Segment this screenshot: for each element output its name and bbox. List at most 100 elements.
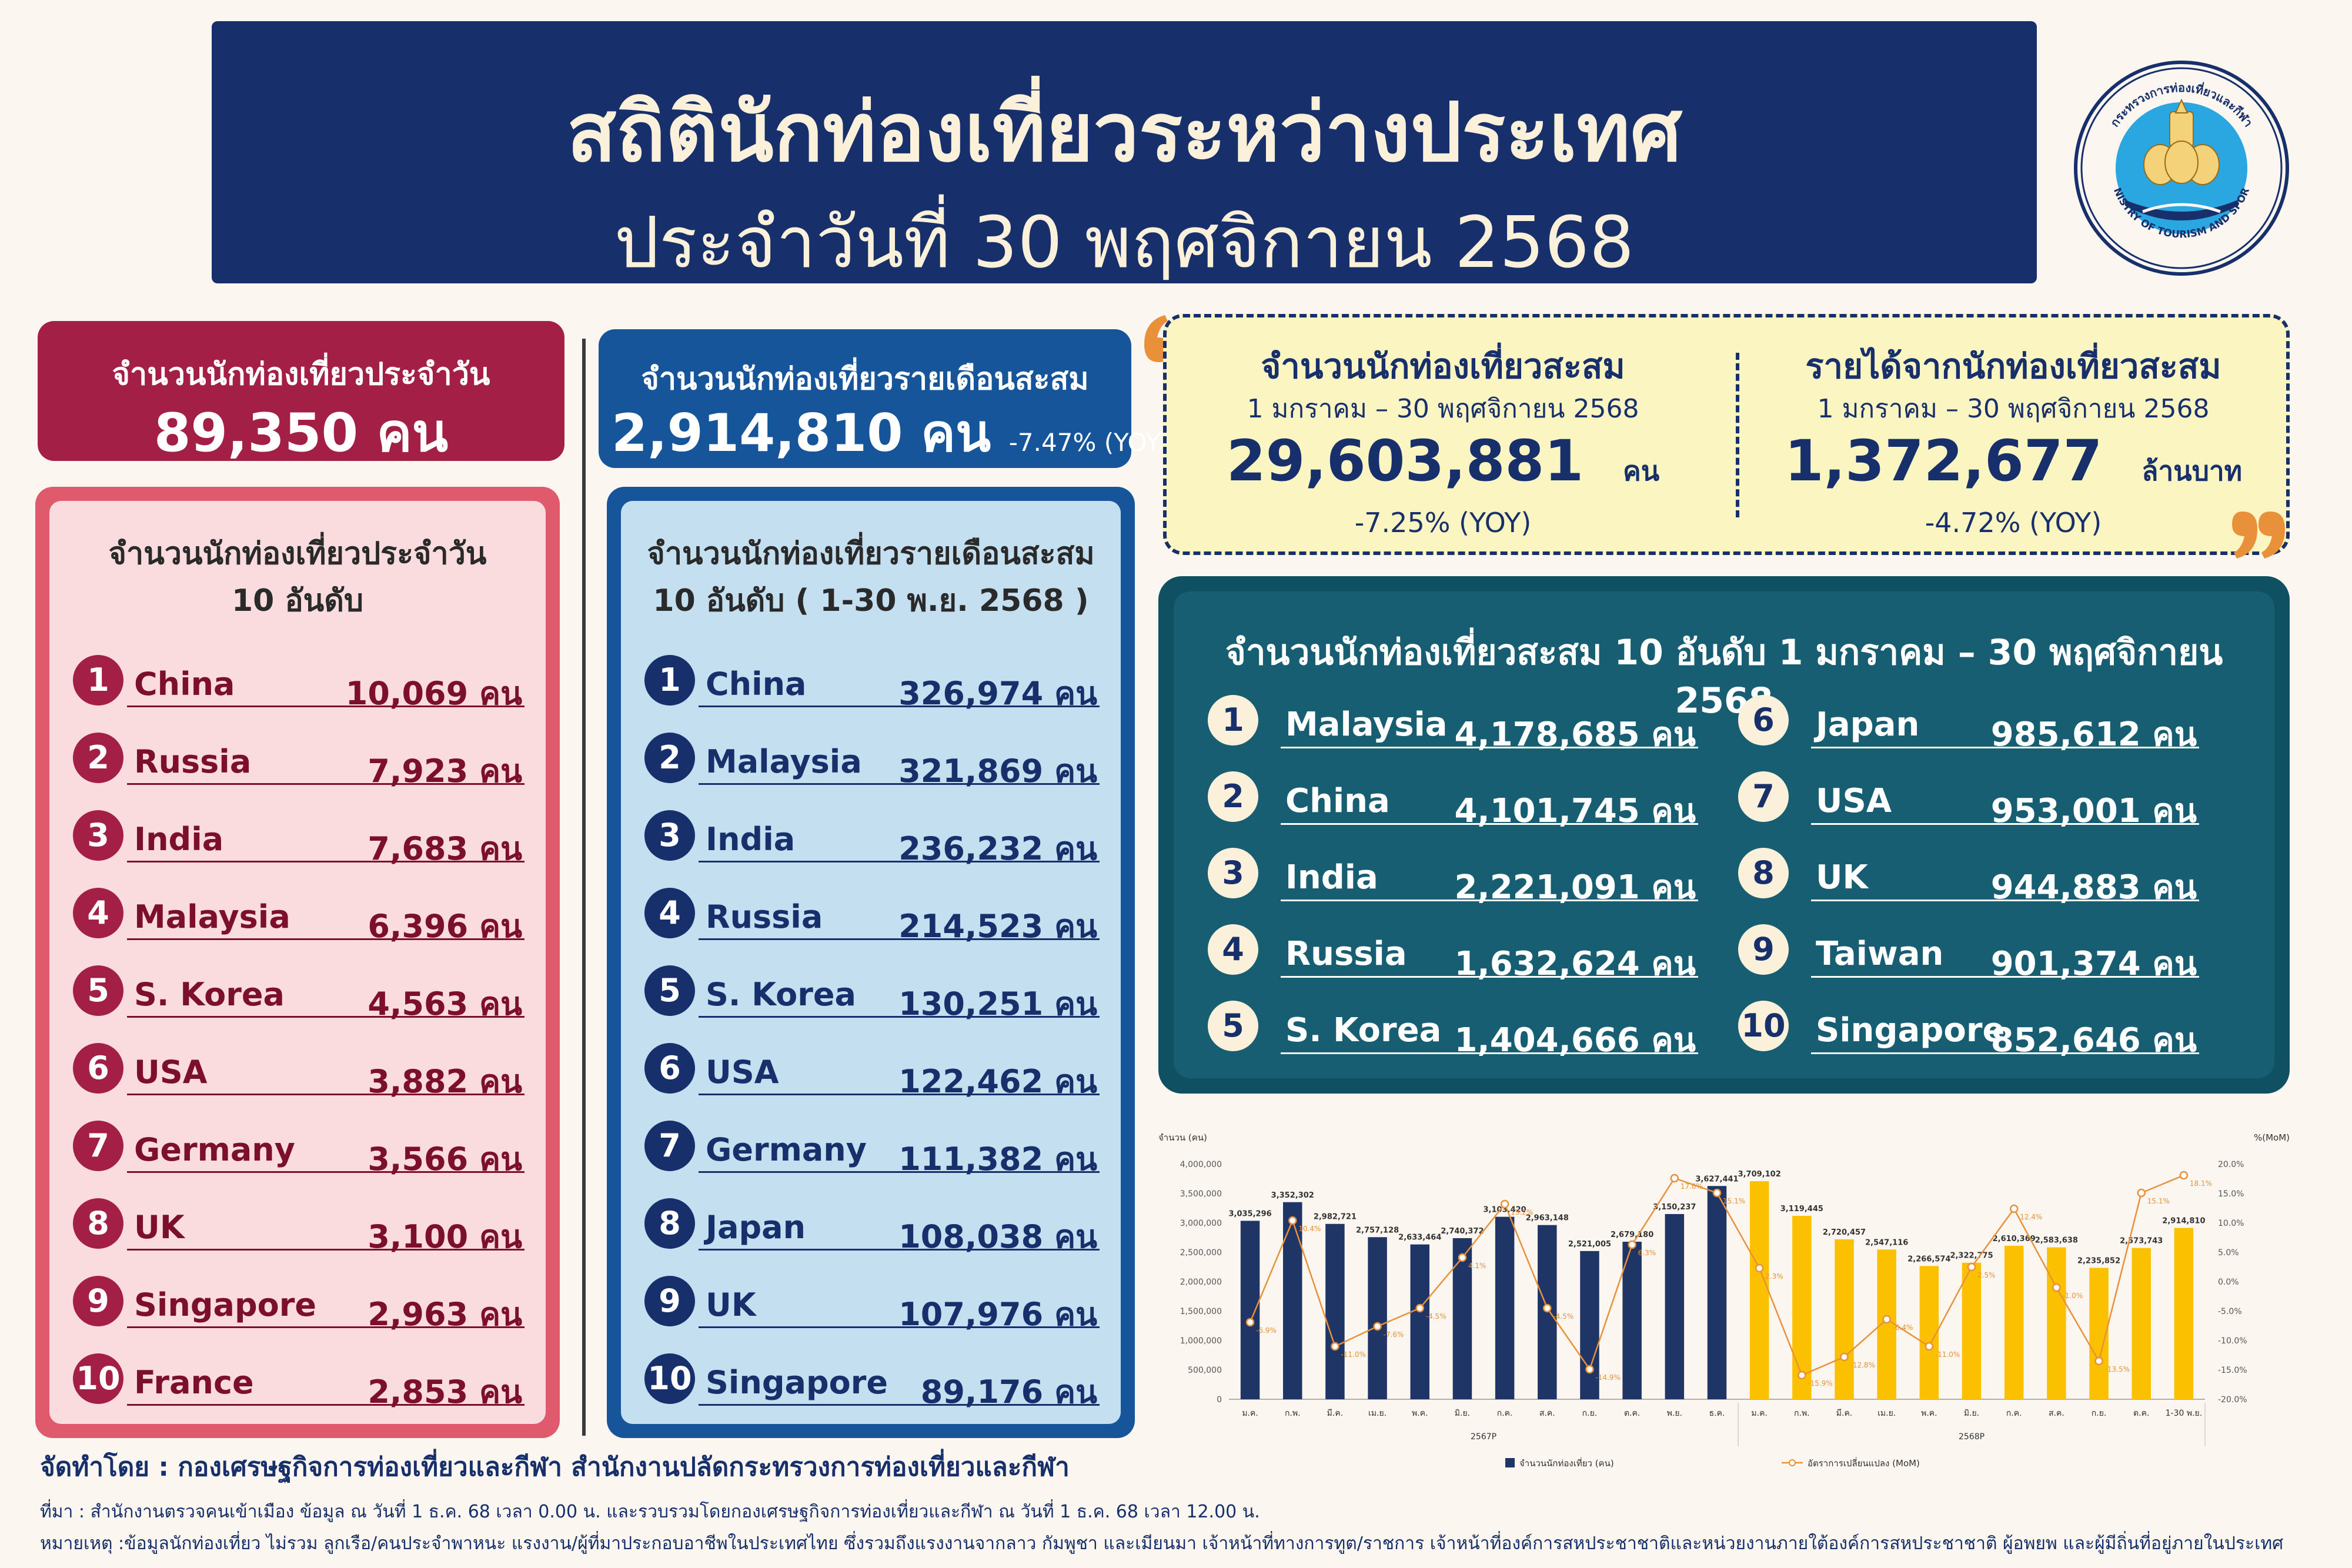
monthly-top-row: 5 S. Korea 130,251 คน xyxy=(644,965,1100,1022)
country-name: Singapore xyxy=(1816,1011,2005,1049)
cumulative-revenue-yoy: -4.72% (YOY) xyxy=(1925,507,2102,539)
mom-point-19 xyxy=(2052,1283,2061,1292)
daily-top-row: 7 Germany 3,566 คน xyxy=(73,1121,524,1178)
row-underline xyxy=(699,938,1100,940)
bar-2 xyxy=(1325,1223,1345,1399)
row-underline xyxy=(699,1249,1100,1251)
row-underline xyxy=(1811,747,2199,748)
cumulative-summary-box: จำนวนนักท่องเที่ยวสะสม 1 มกราคม – 30 พฤศ… xyxy=(1163,314,2290,555)
bar-22 xyxy=(2174,1228,2194,1399)
rank-badge: 1 xyxy=(1208,695,1258,745)
cumulative-revenue-heading: รายได้จากนักท่องเที่ยวสะสม xyxy=(1805,346,2221,386)
mom-value-label: 13.2% xyxy=(1511,1208,1533,1216)
country-name: UK xyxy=(706,1286,756,1323)
country-name: China xyxy=(706,666,807,703)
rank-badge: 6 xyxy=(644,1043,695,1094)
y-tick-label: 500,000 xyxy=(1188,1366,1222,1375)
row-underline xyxy=(1281,823,1698,825)
x-tick-label: ต.ค. xyxy=(2133,1409,2149,1418)
mom-value-label: -11.0% xyxy=(1341,1350,1365,1359)
row-underline xyxy=(127,1404,524,1406)
ytd-top10-panel: จำนวนนักท่องเที่ยวสะสม 10 อันดับ 1 มกราค… xyxy=(1158,576,2290,1094)
mom-point-0 xyxy=(1245,1318,1255,1327)
daily-top-row: 1 China 10,069 คน xyxy=(73,655,524,712)
y-tick-label: 3,500,000 xyxy=(1180,1189,1222,1199)
monthly-top10-panel: จำนวนนักท่องเที่ยวรายเดือนสะสม 10 อันดับ… xyxy=(607,487,1135,1438)
bar-value-label: 2,583,638 xyxy=(2035,1236,2078,1245)
y-tick-label: 2,500,000 xyxy=(1180,1248,1222,1258)
monthly-top-row: 1 China 326,974 คน xyxy=(644,655,1100,712)
bar-value-label: 2,547,116 xyxy=(1865,1238,1908,1247)
bar-value-label: 2,322,775 xyxy=(1950,1252,1993,1261)
row-underline xyxy=(1811,976,2199,978)
country-name: Japan xyxy=(706,1209,806,1246)
row-underline xyxy=(127,1249,524,1251)
monthly-top-row: 7 Germany 111,382 คน xyxy=(644,1121,1100,1178)
row-underline xyxy=(1281,976,1698,978)
visitor-count: 953,001 คน xyxy=(1990,792,2197,830)
mom-point-7 xyxy=(1543,1303,1552,1313)
x-tick-label: ก.ย. xyxy=(1582,1409,1598,1418)
ytd-top-row: 8 UK 944,883 คน xyxy=(1738,848,2199,907)
visitor-count: 4,178,685 คน xyxy=(1454,716,1696,754)
daily-top-row: 2 Russia 7,923 คน xyxy=(73,733,524,790)
country-name: Russia xyxy=(1285,935,1407,973)
ministry-logo: กระทรวงการท่องเที่ยวและกีฬา MINISTRY OF … xyxy=(2072,59,2289,276)
rank-badge: 10 xyxy=(73,1353,123,1404)
country-name: Taiwan xyxy=(1816,935,1944,973)
mom-point-8 xyxy=(1585,1365,1594,1374)
row-underline xyxy=(1281,747,1698,748)
mom-value-label: 4.1% xyxy=(1468,1262,1486,1270)
x-tick-label: ก.ค. xyxy=(1497,1409,1513,1418)
bar-value-label: 2,757,128 xyxy=(1356,1226,1399,1235)
bar-value-label: 2,982,721 xyxy=(1314,1213,1357,1222)
visitor-count: 130,251 คน xyxy=(898,985,1097,1022)
row-underline xyxy=(1811,900,2199,901)
row-underline xyxy=(127,1016,524,1018)
quote-close-icon xyxy=(2232,511,2285,559)
rank-badge: 2 xyxy=(73,733,123,783)
x-tick-label: ต.ค. xyxy=(1624,1409,1640,1418)
bar-value-label: 2,235,852 xyxy=(2077,1256,2120,1265)
legend-line-marker xyxy=(1789,1459,1796,1466)
bar-value-label: 2,740,372 xyxy=(1441,1227,1484,1236)
bar-value-label: 2,679,180 xyxy=(1611,1231,1653,1239)
mom-value-label: 6.3% xyxy=(1638,1249,1656,1257)
bar-value-label: 3,035,296 xyxy=(1228,1209,1271,1218)
mom-point-10 xyxy=(1670,1174,1679,1183)
bar-value-label: 3,709,102 xyxy=(1738,1170,1781,1179)
y-axis-title: จำนวน (คน) xyxy=(1158,1132,1207,1143)
x-tick-label: ม.ค. xyxy=(1751,1409,1768,1418)
mom-value-label: 2.5% xyxy=(1977,1271,1996,1279)
country-name: India xyxy=(134,821,224,858)
row-underline xyxy=(1281,1052,1698,1054)
y2-tick-label: 10.0% xyxy=(2218,1219,2244,1228)
x-tick-label: ส.ค. xyxy=(2049,1409,2064,1418)
visitor-count: 6,396 คน xyxy=(368,908,522,945)
bar-value-label: 2,633,464 xyxy=(1398,1233,1441,1242)
ytd-top-row: 4 Russia 1,632,624 คน xyxy=(1208,924,1698,983)
visitor-count: 2,853 คน xyxy=(368,1373,522,1410)
cumulative-revenue-value: 1,372,677 xyxy=(1784,428,2103,494)
row-underline xyxy=(699,1094,1100,1095)
country-name: USA xyxy=(1816,782,1892,820)
cumulative-revenue-line: 1,372,677 ล้านบาท xyxy=(1749,428,2278,494)
mom-value-label: 18.1% xyxy=(2190,1179,2212,1188)
rank-badge: 5 xyxy=(644,965,695,1016)
page-title: สถิตินักท่องเที่ยวระหว่างประเทศ xyxy=(566,85,1682,180)
x-tick-label: ม.ค. xyxy=(1242,1409,1258,1418)
rank-badge: 4 xyxy=(73,888,123,938)
country-name: Germany xyxy=(706,1131,867,1168)
rank-badge: 1 xyxy=(73,655,123,706)
bar-4 xyxy=(1410,1244,1430,1399)
monthly-top10-title: จำนวนนักท่องเที่ยวรายเดือนสะสม xyxy=(647,536,1095,571)
page-subtitle: ประจำวันที่ 30 พฤศจิกายน 2568 xyxy=(614,202,1635,284)
x-tick-label: 1-30 พ.ย. xyxy=(2166,1409,2203,1418)
visitor-count: 2,963 คน xyxy=(368,1296,522,1333)
country-name: USA xyxy=(706,1054,779,1091)
mom-value-label: 12.4% xyxy=(2020,1213,2042,1221)
visitor-count: 2,221,091 คน xyxy=(1454,868,1696,907)
bar-19 xyxy=(2047,1247,2066,1399)
bar-17 xyxy=(1962,1262,1982,1399)
monthly-top-row: 2 Malaysia 321,869 คน xyxy=(644,733,1100,790)
